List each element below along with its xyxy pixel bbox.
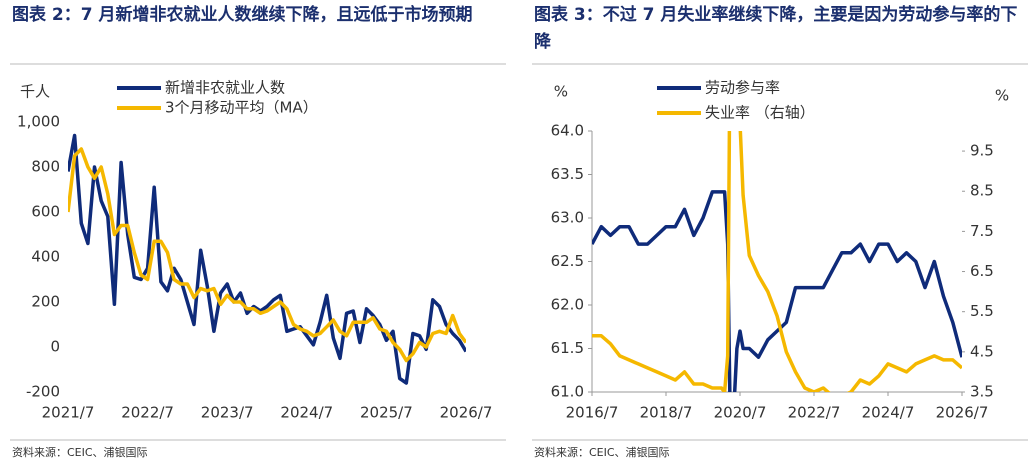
- y-tick-label: 200: [31, 293, 60, 311]
- x-tick-label: 2024/7: [862, 404, 915, 422]
- y2-tick-label: 3.5: [970, 383, 994, 401]
- y2-tick-label: 4.5: [970, 342, 994, 360]
- y2-axis-unit: %: [995, 87, 1009, 105]
- y2-tick-label: 5.5: [970, 302, 994, 320]
- series-line: [68, 147, 466, 363]
- y2-tick-label: 7.5: [970, 222, 994, 240]
- y-tick-label: 61.5: [551, 339, 584, 357]
- legend-label: 新增非农就业人数: [165, 79, 285, 97]
- y-tick-label: 62.0: [551, 296, 584, 314]
- chart-title: 图表 3：不过 7 月失业率继续下降，主要是因为劳动参与率的下降: [534, 5, 1018, 52]
- legend-label: 3个月移动平均（MA）: [165, 99, 318, 117]
- y-tick-label: 600: [31, 203, 60, 221]
- x-tick-label: 2024/7: [280, 404, 333, 422]
- x-tick-label: 2022/7: [121, 404, 174, 422]
- source-note: 资料来源：CEIC、浦银国际: [12, 445, 148, 459]
- chart-panel: 图表 3：不过 7 月失业率继续下降，主要是因为劳动参与率的下降资料来源：CEI…: [532, 5, 1028, 459]
- series-line: [592, 190, 962, 392]
- x-tick-label: 2020/7: [714, 404, 767, 422]
- y2-tick-label: 6.5: [970, 262, 994, 280]
- y-tick-label: 800: [31, 158, 60, 176]
- y-tick-label: 400: [31, 248, 60, 266]
- x-tick-label: 2025/7: [360, 404, 413, 422]
- y-tick-label: 0: [50, 338, 60, 356]
- title-box: 图表 3：不过 7 月失业率继续下降，主要是因为劳动参与率的下降: [534, 5, 1018, 52]
- series-line: [68, 133, 466, 385]
- x-tick-label: 2026/7: [440, 404, 493, 422]
- series-line: [592, 131, 962, 392]
- y-tick-label: 63.5: [551, 165, 584, 183]
- x-tick-label: 2022/7: [788, 404, 841, 422]
- y-tick-label: 61.0: [551, 383, 584, 401]
- y-tick-label: 64.0: [551, 122, 584, 140]
- y-tick-label: -200: [26, 383, 60, 401]
- chart-title: 图表 2：7 月新增非农就业人数继续下降，且远低于市场预期: [12, 5, 473, 25]
- chart-panel: 图表 2：7 月新增非农就业人数继续下降，且远低于市场预期资料来源：CEIC、浦…: [10, 5, 506, 459]
- x-tick-label: 2018/7: [640, 404, 693, 422]
- y2-tick-label: 9.5: [970, 142, 994, 160]
- legend-label: 失业率 （右轴）: [705, 104, 815, 122]
- x-tick-label: 2023/7: [201, 404, 254, 422]
- y-axis-unit: 千人: [20, 83, 50, 101]
- y2-tick-label: 8.5: [970, 182, 994, 200]
- x-tick-label: 2026/7: [936, 404, 989, 422]
- title-box: 图表 2：7 月新增非农就业人数继续下降，且远低于市场预期: [12, 5, 473, 25]
- y-tick-label: 63.0: [551, 209, 584, 227]
- y-tick-label: 62.5: [551, 252, 584, 270]
- x-tick-label: 2016/7: [566, 404, 619, 422]
- y-tick-label: 1,000: [17, 113, 60, 131]
- source-note: 资料来源：CEIC、浦银国际: [534, 445, 670, 459]
- legend-label: 劳动参与率: [705, 79, 780, 97]
- x-tick-label: 2021/7: [42, 404, 95, 422]
- y-axis-unit: %: [554, 83, 568, 101]
